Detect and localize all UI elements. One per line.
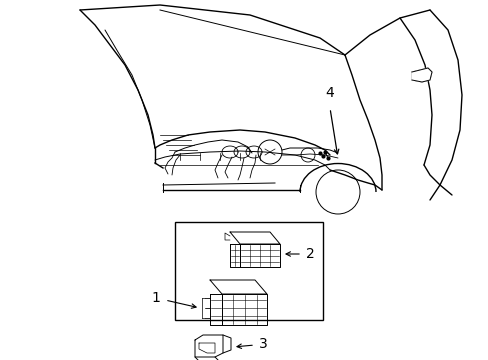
Text: 1: 1	[151, 291, 160, 305]
Text: 4: 4	[325, 86, 334, 100]
Polygon shape	[411, 68, 431, 82]
Bar	[175, 222, 323, 320]
Text: 2: 2	[305, 247, 314, 261]
Text: 3: 3	[259, 337, 267, 351]
